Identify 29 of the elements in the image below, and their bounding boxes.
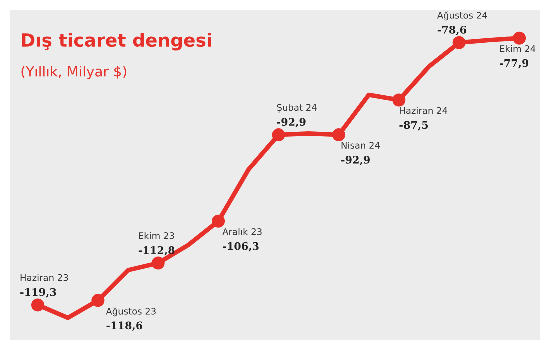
- annotation: Aralık 23: [222, 228, 262, 236]
- point: [212, 214, 226, 228]
- data-label: -87,5: [400, 121, 428, 131]
- chart-title: Dış ticaret dengesi: [22, 33, 212, 51]
- data-label: -112,8: [138, 246, 175, 256]
- text: (Yıllık, Milyar $): [22, 66, 126, 80]
- data-label: -92,9: [342, 156, 370, 166]
- point: [272, 128, 286, 142]
- annotation: Şubat 24: [277, 104, 317, 113]
- annotation: Ekim 23: [139, 232, 174, 240]
- point: [92, 294, 105, 308]
- data-label: -78,6: [438, 26, 466, 36]
- annotation: Nisan 24: [342, 142, 380, 149]
- annotation: Haziran 24: [400, 107, 448, 114]
- point: [332, 128, 346, 142]
- text: Ağustos 24: [437, 12, 488, 21]
- point: [452, 36, 466, 50]
- data-label: -77,9: [500, 59, 529, 69]
- data-label: -118,6: [106, 322, 143, 332]
- data-label: -119,3: [20, 288, 56, 298]
- point: [392, 94, 406, 107]
- annotation: Ağustos 23: [106, 308, 156, 317]
- data-label: -106,3: [223, 242, 259, 252]
- data-label: -92,9: [277, 118, 306, 128]
- point: [513, 32, 526, 45]
- point: [152, 256, 165, 270]
- annotation: Haziran 23: [20, 274, 68, 282]
- point: [31, 298, 44, 312]
- annotation: Ekim 24: [500, 45, 536, 52]
